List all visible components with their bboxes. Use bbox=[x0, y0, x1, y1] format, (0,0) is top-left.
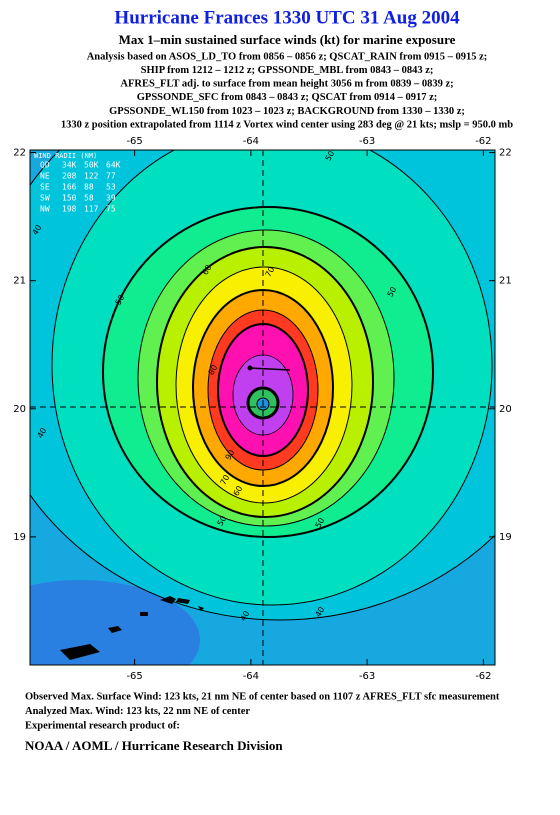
radii-column: QD bbox=[40, 161, 50, 170]
analysis-line: SHIP from 1212 – 1212 z; GPSSONDE_MBL fr… bbox=[141, 65, 434, 76]
map-frame bbox=[29, 149, 496, 666]
contour-label: 90 bbox=[224, 448, 237, 461]
axes: -65 -65 -64 -64 -63 -63 -62 -62 19 19 20 20 21 21 22 22 bbox=[13, 136, 511, 682]
radii-cell: 122 bbox=[84, 172, 99, 181]
wind-radii-table: WIND RADII (NM)QD 34K 50K 64K NE 208 122 77 SE 16… bbox=[34, 152, 121, 214]
y-tick-label: 20 bbox=[13, 404, 26, 415]
radii-cell: 166 bbox=[62, 183, 77, 192]
radii-cell: 198 bbox=[62, 205, 77, 214]
analysis-line: Analysis based on ASOS_LD_TO from 0856 –… bbox=[87, 51, 488, 62]
x-tick-label: -62 bbox=[475, 671, 491, 682]
x-tick-label: -65 bbox=[126, 136, 142, 147]
contour-label: 50 bbox=[216, 514, 229, 527]
islands bbox=[60, 596, 204, 660]
radii-title: WIND RADII (NM) bbox=[34, 152, 97, 160]
analysis-line: AFRES_FLT adj. to surface from mean heig… bbox=[120, 79, 453, 90]
vortex-position bbox=[247, 365, 253, 371]
footer-line: Analyzed Max. Wind: 123 kts, 22 nm NE of… bbox=[25, 706, 250, 717]
radii-column: 50K bbox=[84, 161, 99, 170]
x-tick-label: -63 bbox=[359, 671, 375, 682]
analysis-line: GPSSONDE_WL150 from 1023 – 1023 z; BACKG… bbox=[109, 106, 465, 117]
y-tick-label: 21 bbox=[499, 276, 512, 287]
footer-line: Observed Max. Surface Wind: 123 kts, 21 … bbox=[25, 691, 500, 702]
contour-label: 80 bbox=[207, 363, 220, 376]
radii-cell: 208 bbox=[62, 172, 77, 181]
y-tick-label: 19 bbox=[13, 532, 26, 543]
contour-label: 40 bbox=[31, 223, 44, 236]
contour-label: 60 bbox=[232, 484, 245, 497]
y-tick-label: 21 bbox=[13, 276, 26, 287]
radii-cell: NE bbox=[40, 172, 50, 181]
contour-label: 60 bbox=[201, 263, 214, 276]
motion-arrow bbox=[249, 367, 291, 371]
x-tick-label: -62 bbox=[475, 136, 491, 147]
contour-label: 40 bbox=[239, 609, 252, 622]
contour-label: 40 bbox=[36, 426, 49, 439]
title: Hurricane Frances 1330 UTC 31 Aug 2004 bbox=[114, 7, 460, 28]
x-tick-label: -65 bbox=[126, 671, 142, 682]
analysis-line: 1330 z position extrapolated from 1114 z… bbox=[61, 119, 513, 130]
y-tick-label: 20 bbox=[499, 404, 512, 415]
contour-label: 50 bbox=[314, 516, 327, 529]
radii-cell: 39 bbox=[106, 194, 116, 203]
x-tick-label: -64 bbox=[243, 136, 259, 147]
analysis-line: GPSSONDE_SFC from 0843 – 0843 z; QSCAT f… bbox=[137, 92, 438, 103]
radii-cell: 75 bbox=[106, 205, 116, 214]
radii-column: 64K bbox=[106, 161, 121, 170]
contour-label: 70 bbox=[264, 265, 277, 278]
analysis-lines: Analysis based on ASOS_LD_TO from 0856 –… bbox=[61, 51, 513, 130]
contour-label: 70 bbox=[219, 473, 232, 486]
x-tick-label: -64 bbox=[243, 671, 259, 682]
radii-column: 34K bbox=[62, 161, 77, 170]
radii-cell: SE bbox=[40, 183, 50, 192]
radii-cell: 77 bbox=[106, 172, 116, 181]
x-tick-label: -63 bbox=[359, 136, 375, 147]
footer-line: Experimental research product of: bbox=[25, 720, 180, 731]
radii-cell: NW bbox=[40, 205, 50, 214]
low-wind-area bbox=[30, 580, 200, 665]
subtitle: Max 1–min sustained surface winds (kt) f… bbox=[119, 32, 456, 47]
y-tick-label: 22 bbox=[13, 148, 26, 159]
footer: Observed Max. Surface Wind: 123 kts, 21 … bbox=[25, 691, 500, 753]
radii-cell: 150 bbox=[62, 194, 77, 203]
contour-label: 40 bbox=[314, 605, 327, 618]
organization: NOAA / AOML / Hurricane Research Divisio… bbox=[25, 738, 283, 753]
y-tick-label: 19 bbox=[499, 532, 512, 543]
radii-cell: 117 bbox=[84, 205, 99, 214]
radii-cell: 53 bbox=[106, 183, 116, 192]
y-tick-label: 22 bbox=[499, 148, 512, 159]
contour-label: 50 bbox=[386, 285, 399, 298]
radii-cell: 58 bbox=[84, 194, 94, 203]
radii-cell: SW bbox=[40, 194, 50, 203]
contour-label: 50 bbox=[114, 293, 127, 306]
radii-cell: 88 bbox=[84, 183, 94, 192]
